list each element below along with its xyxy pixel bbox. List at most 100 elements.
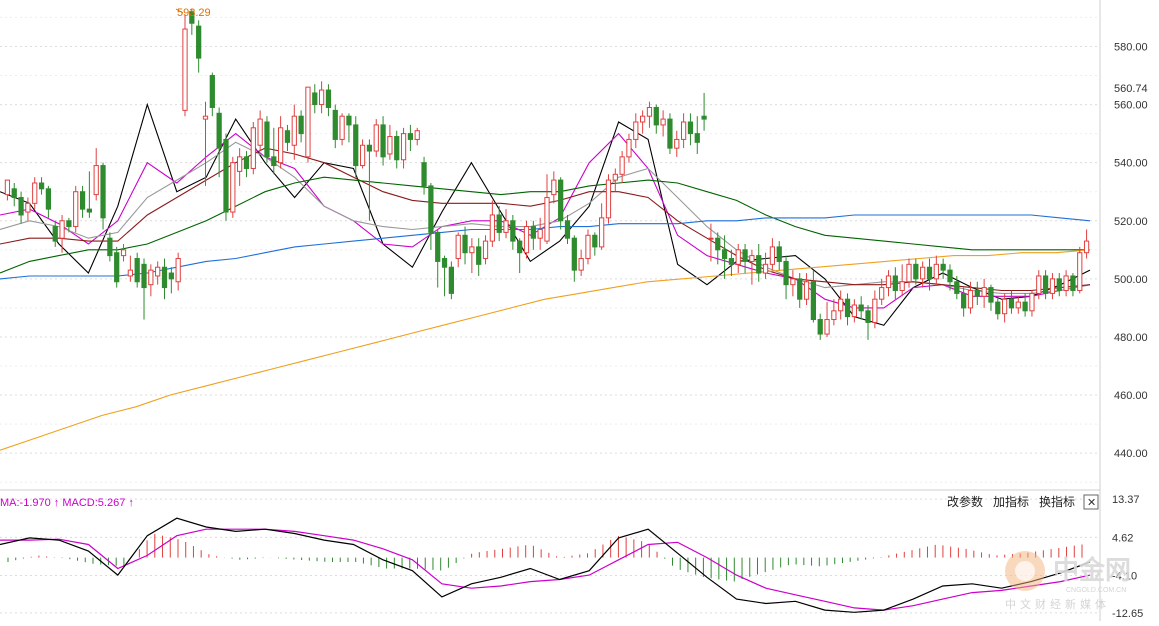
candle-body [1049, 278, 1056, 294]
candle-body [920, 266, 926, 280]
watermark-url: CNGOLD.COM.CN [1066, 587, 1126, 594]
candle-body [701, 115, 707, 120]
candle-body [230, 162, 236, 213]
candle-body [783, 260, 789, 286]
close-button-box[interactable] [1083, 494, 1099, 510]
candle-body [585, 234, 591, 260]
candle-body [646, 106, 653, 117]
candle-body [967, 289, 974, 309]
candle-body [161, 266, 168, 289]
price-axis-ticks: 580.00 560.00 540.00 520.00 500.00 480.00 460.… [1114, 41, 1148, 460]
candle-body [387, 136, 393, 155]
candle-body [114, 252, 120, 283]
candle-body [680, 121, 687, 140]
candle-body [284, 130, 291, 143]
candle-body [551, 179, 557, 196]
change-params-button[interactable]: 改参数 [947, 494, 983, 509]
price-tick-label: 520.00 [1114, 216, 1148, 228]
candle-body [428, 185, 434, 233]
ma-line-ma5 [0, 102, 1091, 326]
watermark-logo: 中金网 CNGOLD.COM.CN 中文财经新媒体 [1005, 551, 1131, 611]
candle-body [243, 156, 250, 169]
candle-body [196, 25, 202, 59]
candle-body [86, 208, 92, 213]
candle-body [872, 298, 878, 323]
candle-body [838, 298, 844, 312]
candle-body [694, 133, 700, 143]
candle-body [66, 220, 72, 228]
candle-body [517, 240, 523, 254]
close-indicator-button[interactable]: ✕ [1083, 494, 1099, 510]
price-tick-label: 540.00 [1114, 158, 1148, 170]
candle-body [141, 263, 147, 289]
candle-body [961, 292, 967, 309]
switch-indicator-button[interactable]: 换指标 [1039, 494, 1075, 509]
candle-body [175, 258, 181, 283]
candle-body [619, 156, 625, 175]
candle-body [640, 115, 646, 123]
candle-body [223, 138, 229, 213]
candle-body [797, 278, 803, 300]
candle-body [278, 127, 284, 164]
price-tick-label: 500.00 [1114, 274, 1148, 286]
candle-body [182, 28, 188, 111]
candle-body [810, 281, 816, 321]
candle-body [974, 289, 980, 297]
candle-body [332, 109, 338, 140]
macd-lines [0, 517, 1091, 613]
candle-body [448, 266, 454, 294]
macd-indicator-label: MA:-1.970 ↑ MACD:5.267 ↑ [0, 497, 134, 509]
candle-body [318, 89, 325, 106]
candle-body [312, 92, 318, 106]
candle-body [571, 237, 577, 271]
price-tick-label: 560.00 [1114, 100, 1148, 112]
candle-body [988, 287, 994, 303]
watermark-name: 中金网 [1053, 555, 1131, 585]
candle-body [578, 258, 584, 271]
candle-body [216, 112, 222, 149]
candle-body [455, 234, 461, 260]
candle-body [790, 278, 796, 286]
candle-body [250, 127, 256, 169]
candle-body [45, 188, 52, 210]
candle-body [687, 121, 694, 135]
macd-dea-line [0, 528, 1091, 611]
candle-body [325, 89, 332, 108]
close-icon[interactable]: ✕ [1087, 497, 1096, 509]
candle-body [291, 115, 297, 146]
current-price-box [1108, 80, 1156, 95]
candle-body [59, 220, 65, 239]
candle-body [885, 275, 892, 289]
candle-body [482, 240, 489, 260]
candle-body [523, 226, 530, 254]
candle-body [1022, 301, 1028, 312]
candle-body [721, 249, 728, 260]
candle-body [605, 179, 612, 219]
candle-body [366, 144, 373, 152]
candle-body [879, 287, 885, 300]
candle-body [4, 179, 11, 196]
candle-body [633, 121, 639, 140]
candle-body [400, 133, 407, 161]
candle-body [107, 237, 113, 257]
candle-body [831, 310, 837, 321]
candle-body [127, 269, 133, 277]
candle-body [257, 118, 263, 146]
add-indicator-button[interactable]: 加指标 [993, 494, 1029, 509]
candle-body [599, 217, 605, 248]
candle-body [38, 182, 45, 190]
candle-body [394, 136, 400, 161]
candle-body [462, 234, 468, 254]
candle-body [264, 121, 270, 158]
macd-tick-label: -12.65 [1112, 608, 1143, 620]
candle-body [1070, 275, 1076, 291]
candle-body [892, 275, 898, 291]
candle-body [865, 310, 871, 323]
logo-inner-icon [1015, 561, 1035, 581]
candle-body [844, 298, 851, 318]
candle-body [715, 237, 721, 251]
candle-body [708, 237, 714, 240]
candle-body [1083, 240, 1090, 254]
